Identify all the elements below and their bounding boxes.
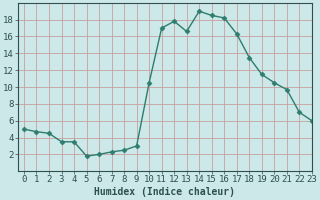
X-axis label: Humidex (Indice chaleur): Humidex (Indice chaleur) <box>94 187 235 197</box>
